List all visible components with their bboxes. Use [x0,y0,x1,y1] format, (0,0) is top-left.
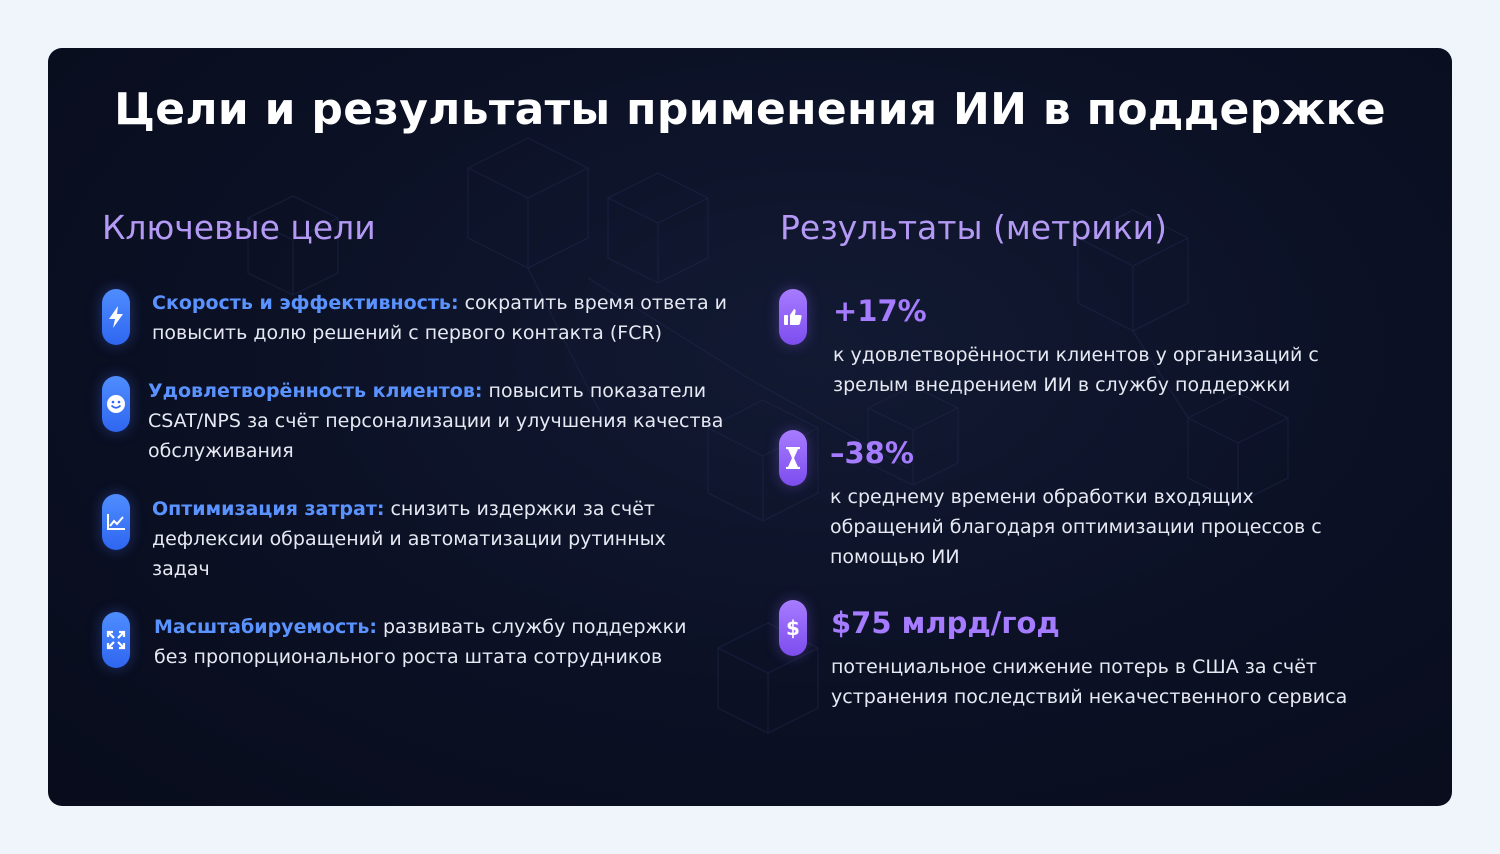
metric-value: –38% [830,436,914,470]
goal-description: сократить время ответа и повысить долю р… [152,292,727,344]
page-title: Цели и результаты применения ИИ в поддер… [114,84,1386,135]
smiley-icon-badge [102,376,130,432]
slide: Цели и результаты применения ИИ в поддер… [48,48,1452,806]
background-cubes-decoration [247,137,1289,734]
goal-text: Масштабируемость: развивать службу подде… [154,612,714,672]
expand-icon [106,630,126,650]
expand-icon-badge [102,612,130,668]
thumbs-up-icon [784,309,802,325]
metric-value: $75 млрд/год [831,606,1060,640]
svg-text:$: $ [786,616,800,640]
thumbs-up-icon-badge [779,289,807,345]
metric-item-satisfaction: +17% к удовлетворённости клиентов у орга… [779,288,1399,408]
goal-item-speed: Скорость и эффективность: сократить врем… [102,288,727,358]
goal-label: Скорость и эффективность: [152,292,459,314]
goal-label: Масштабируемость: [154,616,377,638]
metric-description: к удовлетворённости клиентов у организац… [833,344,1319,396]
metric-item-handling-time: –38% к среднему времени обработки входящ… [779,430,1399,580]
goal-text: Удовлетворённость клиентов: повысить пок… [148,376,728,466]
goals-heading: Ключевые цели [102,208,376,247]
goal-description: снизить издержки за счёт дефлексии обращ… [152,498,666,580]
goal-text: Оптимизация затрат: снизить издержки за … [152,494,712,584]
lightning-icon [109,306,123,328]
metric-description: к среднему времени обработки входящих об… [830,486,1322,568]
dollar-icon: $ [786,616,800,640]
goal-item-scalability: Масштабируемость: развивать службу подде… [102,612,722,682]
goal-description: повысить показатели CSAT/NPS за счёт пер… [148,380,724,462]
metric-description: потенциальное снижение потерь в США за с… [831,656,1348,708]
metric-item-losses: $ $75 млрд/год потенциальное снижение по… [779,600,1399,730]
goal-item-satisfaction: Удовлетворённость клиентов: повысить пок… [102,376,723,466]
chart-line-icon-badge [102,494,130,550]
goal-label: Оптимизация затрат: [152,498,385,520]
lightning-icon-badge [102,289,130,345]
goal-description: развивать службу поддержки без пропорцио… [154,616,687,668]
hourglass-icon [786,447,800,469]
hourglass-icon-badge [779,430,807,486]
metric-value: +17% [833,294,927,328]
goal-item-costs: Оптимизация затрат: снизить издержки за … [102,494,722,584]
results-heading: Результаты (метрики) [780,208,1167,247]
chart-line-icon [107,514,125,530]
goal-text: Скорость и эффективность: сократить врем… [152,288,732,348]
goal-label: Удовлетворённость клиентов: [148,380,483,402]
smiley-icon [107,395,125,413]
dollar-icon-badge: $ [779,600,807,656]
